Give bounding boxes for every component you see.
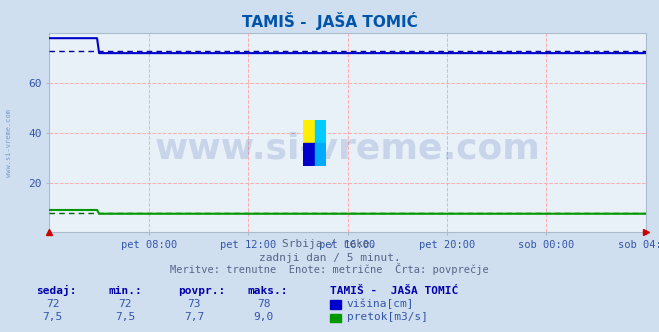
Bar — [315, 120, 326, 143]
Text: 7,7: 7,7 — [185, 312, 204, 322]
Text: 7,5: 7,5 — [43, 312, 63, 322]
Text: TAMIŠ -  JAŠA TOMIĆ: TAMIŠ - JAŠA TOMIĆ — [242, 12, 417, 30]
Text: www.si-vreme.com: www.si-vreme.com — [5, 109, 12, 177]
Text: 72: 72 — [119, 299, 132, 309]
Text: maks.:: maks.: — [247, 286, 287, 296]
Text: 78: 78 — [257, 299, 270, 309]
Text: 9,0: 9,0 — [254, 312, 273, 322]
Text: zadnji dan / 5 minut.: zadnji dan / 5 minut. — [258, 253, 401, 263]
Text: povpr.:: povpr.: — [178, 286, 225, 296]
Bar — [303, 143, 315, 166]
Text: 72: 72 — [46, 299, 59, 309]
Text: 73: 73 — [188, 299, 201, 309]
Text: TAMIŠ -  JAŠA TOMIĆ: TAMIŠ - JAŠA TOMIĆ — [330, 286, 458, 296]
Text: 7,5: 7,5 — [115, 312, 135, 322]
Text: Srbija / reke.: Srbija / reke. — [282, 239, 377, 249]
Text: sedaj:: sedaj: — [36, 285, 76, 296]
Text: pretok[m3/s]: pretok[m3/s] — [347, 312, 428, 322]
Text: višina[cm]: višina[cm] — [347, 299, 414, 309]
Bar — [303, 120, 315, 143]
Text: Meritve: trenutne  Enote: metrične  Črta: povprečje: Meritve: trenutne Enote: metrične Črta: … — [170, 263, 489, 275]
Text: min.:: min.: — [109, 286, 142, 296]
Bar — [315, 143, 326, 166]
Text: www.si-vreme.com: www.si-vreme.com — [155, 132, 540, 166]
